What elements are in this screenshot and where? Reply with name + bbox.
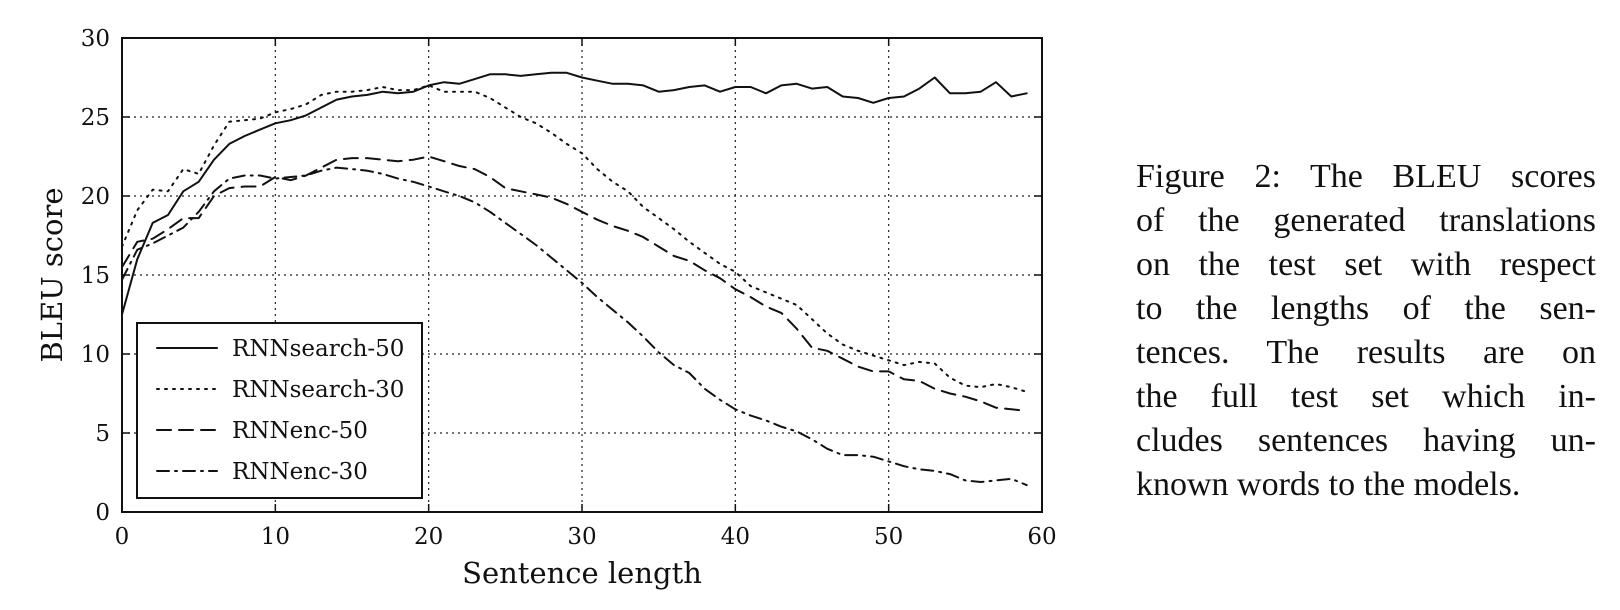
series-line-rnnsearch-30 [121, 84, 1028, 393]
y-tick-label: 10 [81, 342, 110, 368]
legend: RNNsearch-50 RNNsearch-30 RNNenc-50 RNNenc-… [136, 322, 423, 499]
legend-box [136, 322, 423, 499]
x-tick-label: 50 [874, 524, 903, 550]
y-tick-label: 5 [95, 421, 110, 447]
x-tick-label: 20 [414, 524, 443, 550]
x-tick-label: 60 [1027, 524, 1056, 550]
caption-line: of the generated translations [1136, 202, 1596, 239]
caption-line: cludes sentences having un- [1136, 422, 1596, 459]
x-axis-title: Sentence length [462, 556, 702, 590]
y-tick-label: 15 [81, 263, 110, 289]
chart-container: 0 10 20 30 40 50 60 0 5 10 15 20 25 30 Sentence lengt… [35, 26, 1057, 590]
caption-line: to the lengths of the sen- [1136, 290, 1596, 327]
caption-line: Figure 2: The BLEU scores [1136, 158, 1596, 195]
legend-label: RNNsearch-50 [232, 336, 404, 362]
y-tick-label: 30 [81, 26, 110, 52]
legend-label: RNNenc-30 [232, 459, 368, 485]
x-tick-label: 30 [567, 524, 596, 550]
bleu-line-chart: 0 10 20 30 40 50 60 0 5 10 15 20 25 30 Sentence lengt… [35, 26, 1057, 590]
series-lines [121, 71, 1028, 487]
figure-caption: Figure 2: The BLEU scores of the generat… [1136, 155, 1596, 507]
caption-line: tences. The results are on [1136, 334, 1596, 371]
series-line-rnnsearch-50 [121, 71, 1028, 316]
x-tick-label: 0 [115, 524, 130, 550]
y-axis-title: BLEU score [35, 187, 69, 362]
caption-line: known words to the models. [1136, 466, 1521, 503]
legend-label: RNNsearch-30 [232, 377, 404, 403]
series-line-rnnenc-30 [121, 166, 1028, 487]
x-tick-label: 10 [261, 524, 290, 550]
y-tick-label: 0 [95, 500, 110, 526]
series-line-rnnenc-50 [121, 155, 1028, 412]
legend-label: RNNenc-50 [232, 418, 368, 444]
y-tick-label: 25 [81, 105, 110, 131]
axis-ticks: 0 10 20 30 40 50 60 0 5 10 15 20 25 30 [81, 26, 1057, 550]
caption-line: the full test set which in- [1136, 378, 1596, 415]
caption-line: on the test set with respect [1136, 246, 1596, 283]
y-tick-label: 20 [81, 184, 110, 210]
x-tick-label: 40 [721, 524, 750, 550]
grid [122, 38, 1042, 512]
